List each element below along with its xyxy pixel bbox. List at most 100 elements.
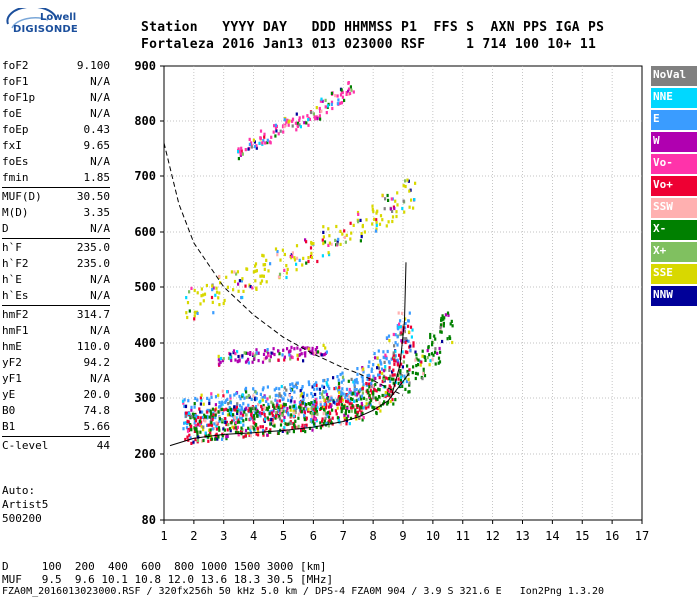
data-point: [372, 390, 375, 394]
data-point: [263, 357, 266, 361]
data-point: [240, 426, 243, 430]
data-point: [274, 393, 277, 398]
param-value: 74.8: [83, 404, 111, 417]
data-point: [368, 385, 371, 389]
data-point: [442, 324, 445, 328]
data-point: [229, 355, 232, 359]
data-point: [243, 351, 246, 355]
data-point: [446, 311, 450, 315]
data-point: [329, 403, 332, 407]
data-point: [274, 247, 278, 251]
data-point: [300, 429, 303, 433]
data-point: [266, 350, 269, 354]
data-point: [406, 372, 409, 376]
data-point: [224, 420, 227, 425]
data-point: [368, 377, 371, 382]
data-point: [255, 348, 258, 352]
data-point: [247, 409, 250, 413]
data-point: [412, 344, 415, 348]
data-point: [262, 274, 265, 278]
data-point: [291, 254, 294, 258]
data-point: [221, 389, 224, 393]
data-point: [396, 335, 399, 339]
data-point: [274, 416, 277, 420]
data-point: [304, 351, 307, 355]
data-point: [340, 88, 343, 92]
data-point: [437, 356, 441, 360]
param-row: C-level 44: [2, 438, 110, 454]
data-point: [340, 101, 343, 105]
data-point: [404, 340, 407, 345]
data-point: [302, 115, 305, 119]
data-point: [277, 405, 280, 409]
data-point: [339, 229, 342, 233]
data-point: [217, 354, 220, 358]
data-point: [362, 416, 365, 420]
data-point: [421, 354, 424, 358]
data-point: [265, 427, 268, 431]
data-point: [253, 145, 256, 149]
data-point: [273, 352, 276, 357]
data-point: [291, 382, 294, 386]
data-point: [439, 330, 442, 334]
data-point: [236, 402, 239, 406]
param-name: foF1p: [2, 91, 36, 104]
data-point: [223, 298, 226, 303]
data-point: [388, 368, 391, 372]
data-point: [255, 146, 258, 150]
data-point: [385, 224, 388, 228]
data-point: [230, 421, 233, 425]
data-point: [343, 415, 346, 419]
data-point: [403, 374, 406, 378]
data-point: [199, 402, 202, 406]
data-point: [225, 437, 228, 441]
data-point: [181, 399, 185, 403]
data-point: [295, 128, 298, 132]
data-point: [290, 389, 293, 393]
data-point: [236, 270, 239, 274]
data-point: [321, 99, 324, 103]
param-row: fmin 1.85: [2, 170, 110, 186]
data-point: [204, 431, 207, 435]
data-point: [261, 274, 264, 278]
param-name: foE: [2, 107, 22, 120]
data-point: [219, 356, 222, 361]
data-point: [323, 408, 326, 412]
data-point: [202, 299, 205, 303]
data-point: [398, 353, 401, 357]
data-point: [247, 394, 250, 398]
data-point: [402, 184, 405, 188]
data-point: [272, 130, 275, 134]
data-point: [329, 396, 332, 400]
data-point: [231, 419, 234, 423]
data-point: [232, 288, 235, 292]
data-point: [242, 435, 245, 439]
data-point: [427, 345, 430, 349]
data-point: [257, 351, 260, 355]
data-point: [388, 361, 391, 365]
data-point: [279, 404, 282, 408]
data-point: [362, 370, 365, 374]
data-point: [387, 220, 390, 224]
data-point: [300, 410, 303, 414]
data-point: [215, 424, 218, 428]
data-point: [255, 397, 258, 401]
data-point: [286, 406, 289, 411]
data-point: [299, 389, 302, 393]
data-point: [336, 242, 339, 246]
data-point: [388, 390, 391, 394]
data-point: [402, 199, 405, 203]
data-point: [371, 208, 374, 212]
data-point: [310, 242, 313, 246]
data-point: [423, 355, 426, 359]
data-point: [375, 389, 378, 393]
data-point: [247, 357, 250, 361]
data-point: [345, 91, 348, 95]
data-point: [220, 407, 224, 411]
data-point: [190, 408, 193, 412]
data-point: [303, 417, 306, 422]
data-point: [375, 211, 378, 215]
data-point: [400, 362, 403, 366]
data-point: [314, 407, 317, 411]
data-point: [404, 387, 407, 391]
